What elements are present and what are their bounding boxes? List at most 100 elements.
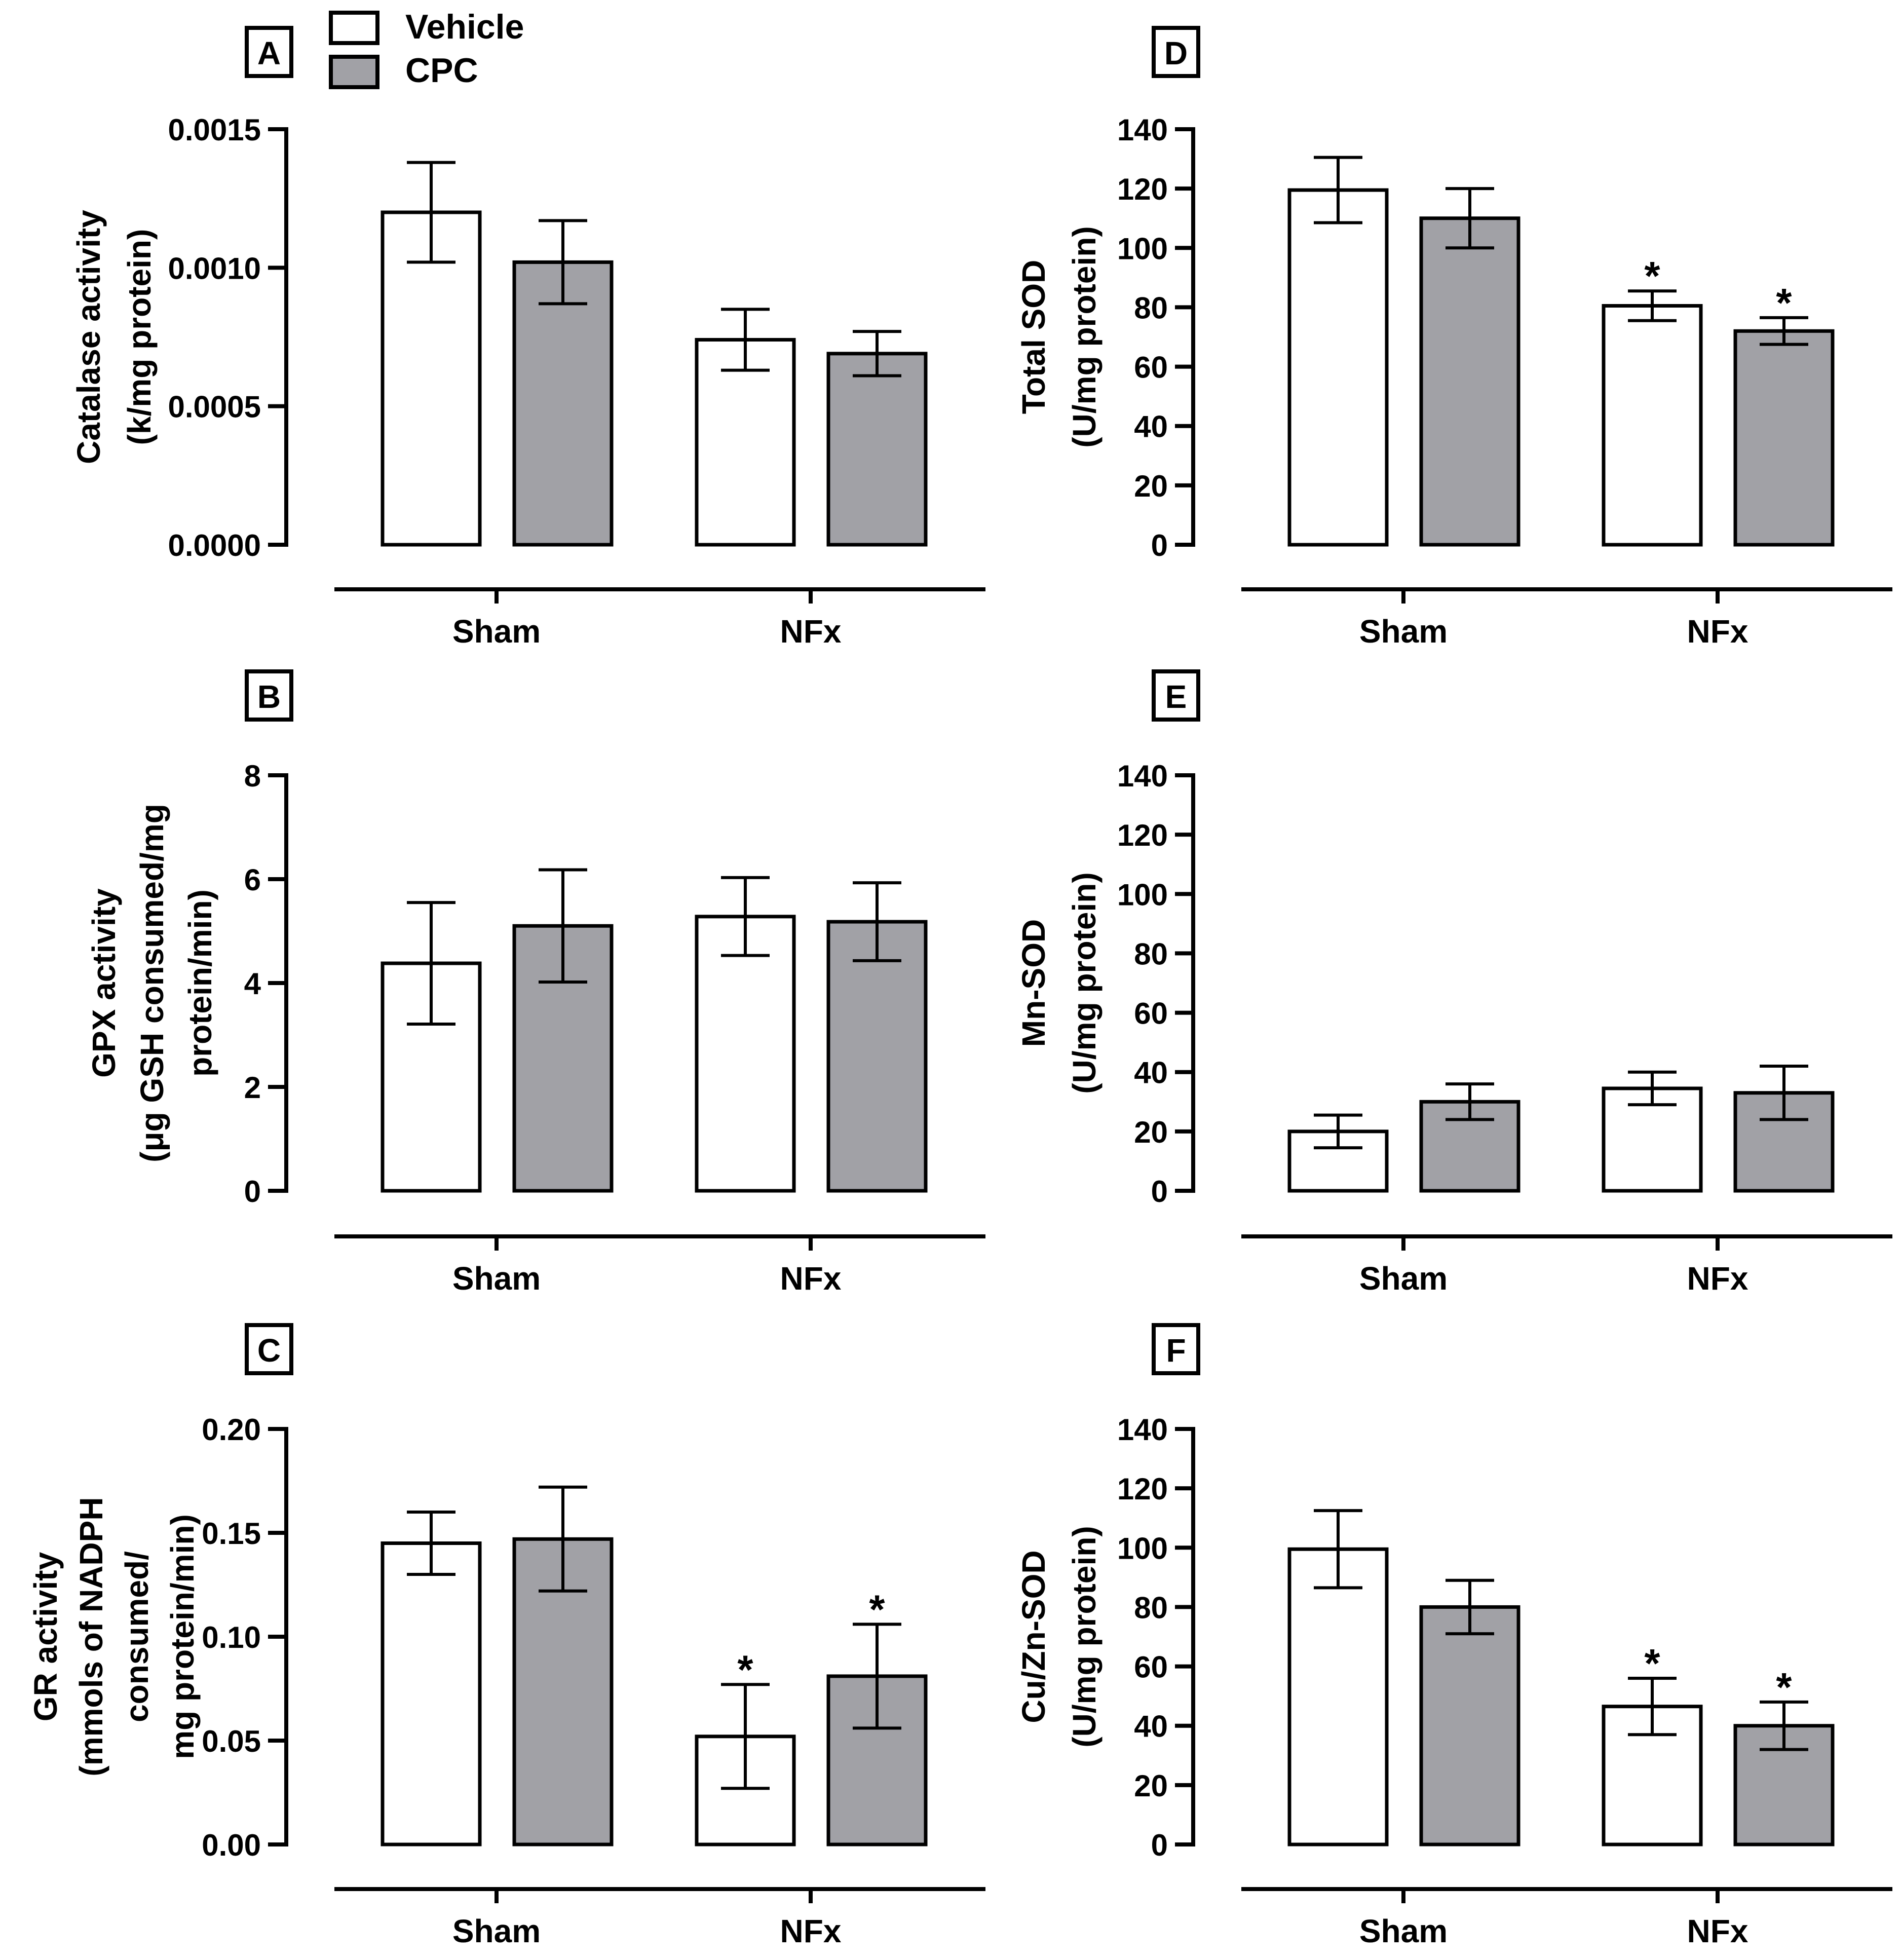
bar-cpc-sham <box>512 260 614 547</box>
y-tick-label: 0.0000 <box>168 529 261 562</box>
y-tick-label: 0.0015 <box>168 113 261 147</box>
bar-cpc-sham <box>1419 1605 1520 1846</box>
y-axis-label: consumed/ <box>119 1551 155 1722</box>
y-tick-label: 0.00 <box>202 1828 261 1862</box>
bar-vehicle-nfx <box>1602 304 1703 547</box>
y-tick-label: 0 <box>1151 1828 1168 1862</box>
y-tick-label: 0.0010 <box>168 251 261 285</box>
bar-vehicle-sham <box>381 1541 482 1846</box>
y-tick-label: 0.10 <box>202 1620 261 1654</box>
x-tick-label: Sham <box>1359 1913 1448 1949</box>
panel-letter-box <box>1152 26 1200 78</box>
y-axis-label: (mmols of NADPH <box>73 1497 109 1776</box>
x-tick-label: NFx <box>780 1913 842 1949</box>
panel-e: E 0 20 40 60 80 100 120 140 Mn-SOD (U/mg protein) S… <box>1015 669 1892 1297</box>
y-tick-label: 40 <box>1134 1710 1168 1744</box>
y-tick-label: 0.05 <box>202 1724 261 1758</box>
bar-vehicle-nfx <box>695 915 796 1193</box>
x-tick-label: Sham <box>452 1913 541 1949</box>
x-tick-label: Sham <box>1359 1260 1448 1297</box>
y-tick-label: 140 <box>1117 1413 1168 1447</box>
panel-letter: E <box>1165 679 1187 715</box>
significance-marker: * <box>737 1647 753 1692</box>
bar-vehicle-sham <box>381 210 482 547</box>
x-tick-label: Sham <box>452 613 541 650</box>
panel-c: C 0.00 0.05 0.10 0.15 0.20 GR activity (mmols o… <box>27 1323 985 1949</box>
bar-vehicle-sham <box>1287 1547 1389 1846</box>
y-tick-label: 60 <box>1134 351 1168 385</box>
y-axis-label: Total SOD <box>1015 260 1052 414</box>
bar-cpc-nfx <box>826 352 928 547</box>
bar-cpc-nfx <box>1733 329 1835 547</box>
panel-b: B 0 2 4 6 8 GPX activity (μg GSH consumed/mg pro… <box>86 669 985 1297</box>
y-tick-label: 0 <box>1151 529 1168 562</box>
y-tick-label: 140 <box>1117 759 1168 793</box>
y-tick-label: 6 <box>244 863 261 897</box>
panel-letter-box <box>245 26 293 78</box>
y-axis-label: GPX activity <box>86 888 122 1078</box>
y-tick-label: 20 <box>1134 469 1168 503</box>
y-tick-label: 100 <box>1117 1531 1168 1565</box>
bar-vehicle-sham <box>1287 188 1389 547</box>
y-tick-label: 60 <box>1134 997 1168 1031</box>
y-axis-label: Cu/Zn-SOD <box>1015 1550 1052 1723</box>
y-tick-label: 0.15 <box>202 1517 261 1551</box>
legend-swatch-cpc <box>329 55 379 89</box>
bar-cpc-sham <box>1419 216 1520 547</box>
legend: Vehicle CPC <box>329 8 524 90</box>
x-tick-label: Sham <box>452 1260 541 1297</box>
y-tick-label: 100 <box>1117 232 1168 266</box>
y-tick-label: 40 <box>1134 1056 1168 1090</box>
y-axis-label: (k/mg protein) <box>121 229 158 445</box>
y-axis-label: protein/min) <box>182 889 218 1077</box>
x-tick-label: NFx <box>1687 1913 1748 1949</box>
y-axis-label: GR activity <box>27 1552 64 1721</box>
panel-letter-box <box>245 1323 293 1375</box>
y-tick-label: 0 <box>1151 1175 1168 1209</box>
legend-swatch-vehicle <box>329 11 379 45</box>
y-tick-label: 8 <box>244 759 261 793</box>
legend-label-cpc: CPC <box>405 51 478 90</box>
significance-marker: * <box>1776 280 1792 325</box>
significance-marker: * <box>1644 253 1660 298</box>
x-tick-label: NFx <box>1687 613 1748 650</box>
x-tick-label: NFx <box>780 613 842 650</box>
y-tick-label: 60 <box>1134 1650 1168 1684</box>
significance-marker: * <box>1776 1665 1792 1710</box>
panel-letter-box <box>1152 669 1200 722</box>
y-axis-label: (U/mg protein) <box>1066 1526 1102 1747</box>
x-tick-label: NFx <box>780 1260 842 1297</box>
panel-letter: B <box>257 679 281 715</box>
legend-label-vehicle: Vehicle <box>405 8 524 46</box>
y-tick-label: 140 <box>1117 113 1168 147</box>
y-tick-label: 4 <box>244 967 261 1001</box>
y-tick-label: 80 <box>1134 291 1168 325</box>
y-tick-label: 0 <box>244 1175 261 1209</box>
y-tick-label: 120 <box>1117 1472 1168 1506</box>
y-axis-label: (U/mg protein) <box>1066 226 1102 447</box>
y-axis-label: (μg GSH consumed/mg <box>134 804 170 1162</box>
y-tick-label: 0.0005 <box>168 390 261 424</box>
panel-f: F 0 20 40 60 80 100 120 140 Cu/Zn-SOD (U/mg protei… <box>1015 1323 1892 1949</box>
y-tick-label: 80 <box>1134 1591 1168 1625</box>
panel-letter: A <box>257 35 281 71</box>
y-tick-label: 0.20 <box>202 1413 261 1447</box>
y-axis-label: mg protein/min) <box>164 1514 201 1759</box>
y-axis-label: (U/mg protein) <box>1066 872 1102 1094</box>
significance-marker: * <box>1644 1641 1660 1686</box>
y-axis-label: Mn-SOD <box>1015 919 1052 1047</box>
panel-letter-box <box>245 669 293 722</box>
y-tick-label: 40 <box>1134 410 1168 444</box>
panel-letter-box <box>1152 1323 1200 1375</box>
x-tick-label: NFx <box>1687 1260 1748 1297</box>
y-tick-label: 80 <box>1134 937 1168 971</box>
y-axis-label: Catalase activity <box>70 210 107 464</box>
y-tick-label: 120 <box>1117 172 1168 206</box>
panel-letter: F <box>1166 1332 1186 1369</box>
panel-d: D 0 20 40 60 80 100 120 140 Total SOD (U/mg protei… <box>1015 26 1892 650</box>
y-tick-label: 20 <box>1134 1769 1168 1803</box>
significance-marker: * <box>869 1587 885 1632</box>
y-tick-label: 2 <box>244 1071 261 1105</box>
panel-letter: C <box>257 1332 281 1369</box>
